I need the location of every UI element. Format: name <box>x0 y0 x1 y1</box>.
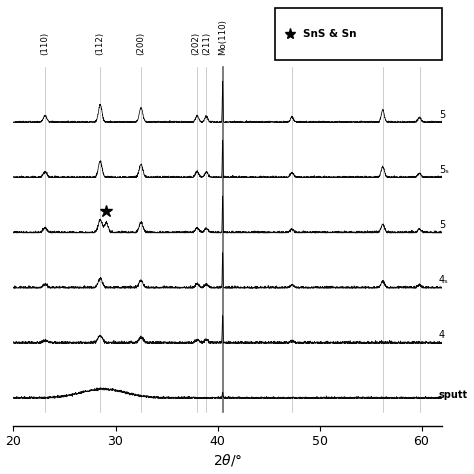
Text: SnS & Sn: SnS & Sn <box>303 29 356 39</box>
Text: 4ₛ: 4ₛ <box>439 275 448 285</box>
FancyBboxPatch shape <box>275 8 442 60</box>
X-axis label: 2$\theta$/°: 2$\theta$/° <box>213 453 243 468</box>
Text: 5ₛ: 5ₛ <box>439 165 449 175</box>
Text: (202)
(211): (202) (211) <box>191 31 211 55</box>
Text: (312): (312) <box>378 31 387 55</box>
Text: sputt: sputt <box>439 390 468 400</box>
Text: 5: 5 <box>439 109 445 120</box>
Text: 5: 5 <box>439 220 445 230</box>
Text: Mo(110): Mo(110) <box>218 19 227 55</box>
Text: 4: 4 <box>439 330 445 340</box>
Text: (220): (220) <box>288 31 296 55</box>
Text: (200): (200) <box>137 31 146 55</box>
Text: (110): (110) <box>41 31 50 55</box>
Text: (112): (112) <box>96 31 105 55</box>
Text: (224): (224) <box>415 31 424 55</box>
